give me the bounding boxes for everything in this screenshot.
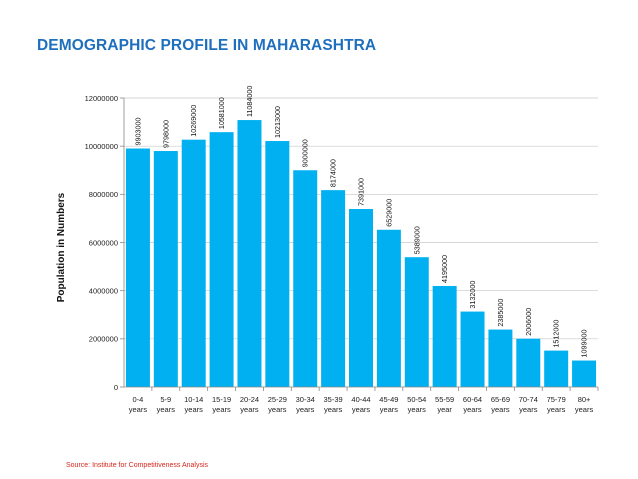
x-category-label: 20-24 <box>240 395 259 404</box>
y-tick-label: 0 <box>114 383 118 392</box>
y-tick-label: 2000000 <box>89 335 118 344</box>
x-category-label: 30-34 <box>296 395 315 404</box>
bar <box>376 229 401 387</box>
bar <box>488 329 513 387</box>
bar <box>321 190 346 387</box>
x-category-label: 25-29 <box>268 395 287 404</box>
x-category-label: 15-19 <box>212 395 231 404</box>
x-category-sublabel: years <box>408 405 427 414</box>
bar <box>237 120 262 387</box>
x-category-sublabel: years <box>268 405 287 414</box>
x-category-label: 45-49 <box>379 395 398 404</box>
x-category-label: 40-44 <box>351 395 370 404</box>
x-category-sublabel: years <box>185 405 204 414</box>
x-category-label: 70-74 <box>519 395 538 404</box>
x-category-label: 5-9 <box>160 395 171 404</box>
x-category-sublabel: years <box>240 405 259 414</box>
bar <box>460 311 485 387</box>
y-axis-label: Population in Numbers <box>56 192 67 302</box>
x-category-sublabel: years <box>129 405 148 414</box>
x-category-label: 75-79 <box>547 395 566 404</box>
y-tick-label: 12000000 <box>85 94 118 103</box>
x-category-label: 55-59 <box>435 395 454 404</box>
bar <box>181 139 206 387</box>
data-label: 9903000 <box>133 118 142 146</box>
data-label: 7391000 <box>357 178 366 206</box>
data-label: 10269000 <box>189 105 198 137</box>
x-category-sublabel: years <box>352 405 371 414</box>
x-category-sublabel: year <box>437 405 452 414</box>
chart-title: DEMOGRAPHIC PROFILE IN MAHARASHTRA <box>37 37 377 54</box>
x-category-label: 80+ <box>578 395 591 404</box>
bar <box>293 170 318 387</box>
x-category-sublabel: years <box>324 405 343 414</box>
bar <box>209 132 234 387</box>
x-category-sublabel: years <box>547 405 566 414</box>
data-label: 11084000 <box>245 86 254 117</box>
x-category-sublabel: years <box>157 405 176 414</box>
y-tick-label: 6000000 <box>89 238 118 247</box>
x-axis-categories: 0-4years5-9years10-14years15-19years20-2… <box>129 387 599 414</box>
x-category-label: 10-14 <box>184 395 203 404</box>
x-category-label: 35-39 <box>324 395 343 404</box>
data-label: 10581000 <box>217 97 226 129</box>
data-label: 4195000 <box>440 255 449 283</box>
data-label: 10213000 <box>273 106 282 138</box>
bar <box>544 350 569 387</box>
bar <box>404 257 429 387</box>
data-label: 9798000 <box>161 120 170 148</box>
data-label: 1512000 <box>552 320 561 348</box>
data-label: 2006000 <box>524 308 533 336</box>
source-note: Source: Institute for Competitiveness An… <box>66 462 209 469</box>
x-category-sublabel: years <box>463 405 482 414</box>
x-category-label: 65-69 <box>491 395 510 404</box>
data-label: 5389000 <box>412 226 421 254</box>
x-category-sublabel: years <box>491 405 510 414</box>
x-category-label: 0-4 <box>133 395 144 404</box>
bars <box>125 120 597 387</box>
x-category-sublabel: years <box>380 405 399 414</box>
data-label: 8174000 <box>329 159 338 187</box>
bar <box>516 338 541 387</box>
bar <box>572 360 597 387</box>
x-category-sublabel: years <box>212 405 231 414</box>
y-tick-label: 10000000 <box>85 142 118 151</box>
bar <box>349 209 373 387</box>
y-axis-ticks: 0 2000000 4000000 6000000 8000000 10000000 120… <box>85 94 124 392</box>
bar <box>125 148 150 387</box>
bar <box>153 151 178 387</box>
data-label: 2385000 <box>496 299 505 327</box>
data-label: 9000000 <box>301 139 310 167</box>
x-category-label: 60-64 <box>463 395 482 404</box>
data-label: 6529000 <box>384 199 393 227</box>
y-tick-label: 8000000 <box>89 190 118 199</box>
x-category-label: 50-54 <box>407 395 426 404</box>
x-category-sublabel: years <box>519 405 538 414</box>
bar <box>432 285 457 387</box>
bar <box>265 141 290 387</box>
x-category-sublabel: years <box>296 405 315 414</box>
data-labels: 9903000 9798000 10269000 10581000 11084000 10… <box>133 86 588 358</box>
x-category-sublabel: years <box>575 405 594 414</box>
data-label: 1099000 <box>580 330 589 358</box>
y-tick-label: 4000000 <box>89 286 118 295</box>
data-label: 3132000 <box>468 281 477 309</box>
